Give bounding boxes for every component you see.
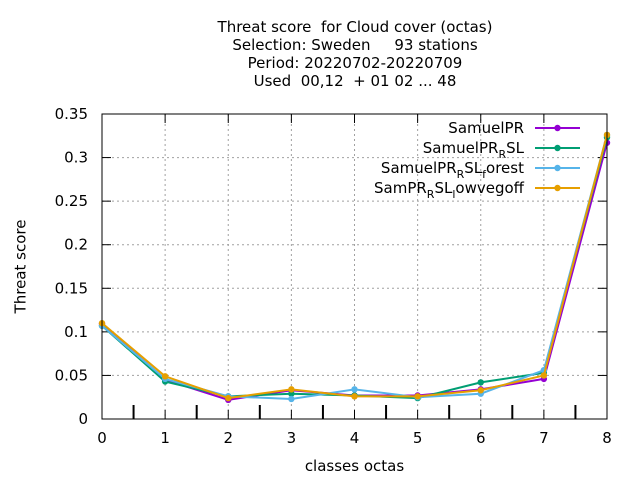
data-point [288, 386, 295, 393]
y-tick-label: 0.1 [64, 323, 88, 341]
legend-label-part: SL [434, 179, 453, 197]
data-point [540, 372, 548, 379]
x-tick-label: 0 [97, 429, 107, 447]
title-line: Selection: Sweden 93 stations [232, 36, 478, 54]
series-lines [98, 131, 611, 404]
data-point [477, 387, 484, 394]
legend-label-part: R [427, 188, 435, 201]
data-point [225, 394, 232, 402]
legend-label: SamuelPRRSLforest [381, 159, 524, 181]
y-tick-label: 0.3 [64, 149, 88, 167]
series-2 [98, 131, 611, 403]
legend-label-part: SL [506, 139, 525, 157]
data-point [161, 373, 169, 380]
y-tick-label: 0 [78, 410, 88, 428]
data-point [351, 386, 358, 393]
legend-label-part: f [482, 168, 487, 181]
grid [102, 114, 607, 419]
legend-marker [554, 124, 561, 132]
legend-label-part: SL [464, 159, 483, 177]
legend-label-part: SamuelPR [423, 139, 499, 157]
legend-marker [554, 144, 561, 152]
legend-marker [554, 184, 561, 192]
x-tick-label: 3 [287, 429, 297, 447]
plot-frame [101, 113, 608, 420]
legend-label-part: orest [486, 159, 524, 177]
axis-ticks: 0 1 2 3 4 5 6 7 8 0 0.05 0.1 0.15 0.2 0.25 0.3 0.35 [55, 105, 612, 447]
x-tick-label: 4 [350, 429, 360, 447]
y-tick-label: 0.25 [55, 192, 88, 210]
x-tick-label: 7 [539, 429, 549, 447]
y-tick-label: 0.05 [55, 366, 88, 384]
x-axis-label: classes octas [305, 457, 405, 475]
x-tick-label: 1 [160, 429, 170, 447]
legend-label: SamuelPR [448, 119, 524, 137]
y-axis-label: Threat score [11, 220, 29, 315]
x-tick-label: 5 [413, 429, 423, 447]
x-tick-label: 8 [602, 429, 612, 447]
legend-label-part: l [452, 188, 455, 201]
legend-label: SamuelPRRSL [423, 139, 525, 161]
y-tick-label: 0.2 [64, 236, 88, 254]
data-point [477, 379, 484, 386]
x-tick-label: 2 [223, 429, 233, 447]
data-point [288, 395, 295, 403]
y-tick-label: 0.15 [55, 279, 88, 297]
legend-label-part: owvegoff [455, 179, 524, 197]
series-line [101, 142, 608, 401]
legend-label-part: R [457, 168, 465, 181]
x-tick-label: 6 [476, 429, 486, 447]
legend-label-part: SamuelPR [381, 159, 457, 177]
legend: SamuelPRSamuelPRRSLSamuelPRRSLforestSamP… [374, 119, 580, 201]
legend-label: SamPRRSLlowvegoff [374, 179, 525, 201]
data-point [351, 393, 358, 400]
legend-label-part: SamuelPR [448, 119, 524, 137]
series-3 [98, 131, 611, 402]
legend-label-part: R [498, 148, 506, 161]
legend-label-part: SamPR [374, 179, 427, 197]
legend-marker [554, 164, 561, 172]
title-line: Threat score for Cloud cover (octas) [217, 18, 493, 36]
y-tick-label: 0.35 [55, 105, 88, 123]
title-line: Used 00,12 + 01 02 ... 48 [254, 72, 457, 90]
title-line: Period: 20220702-20220709 [248, 54, 463, 72]
chart-title: Threat score for Cloud cover (octas)Sele… [217, 18, 493, 90]
data-point [414, 393, 421, 400]
